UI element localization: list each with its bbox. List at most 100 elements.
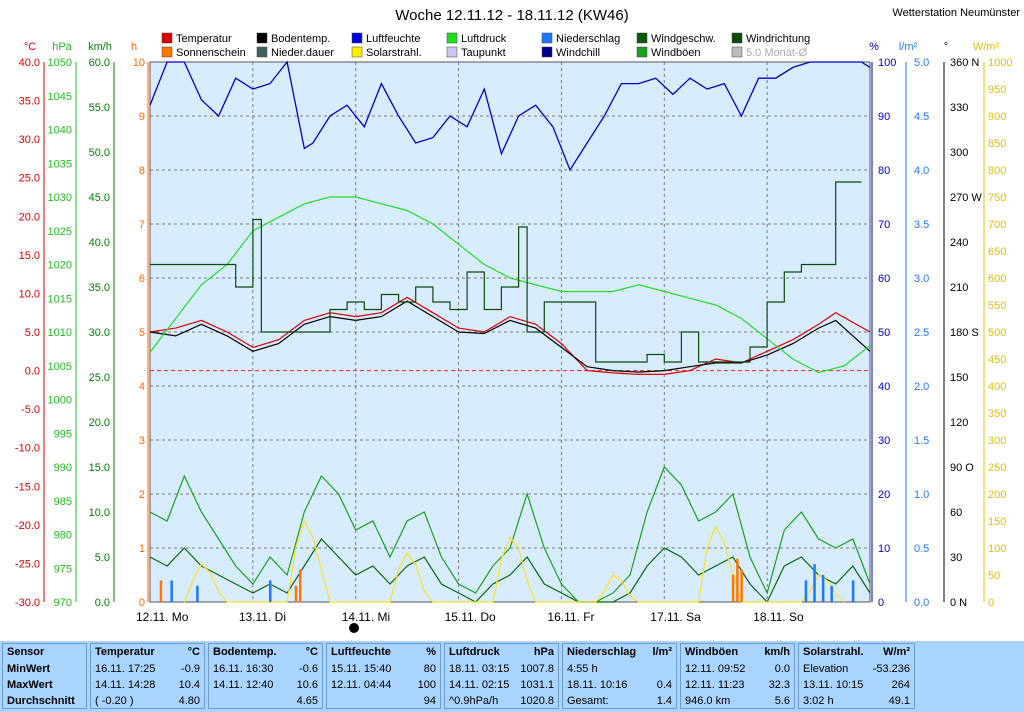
axis-tick-label: 240 — [950, 237, 968, 249]
stats-cell-label: 3:02 h — [803, 695, 834, 707]
axis-tick-label: 3.0 — [914, 273, 929, 285]
axis-tick-label: 1 — [139, 543, 145, 555]
legend-swatch — [541, 32, 553, 44]
axis-tick-label: 350 — [988, 408, 1006, 420]
stats-column-header: Solarstrahl. W/m² — [803, 646, 910, 661]
stats-row: 94 — [331, 693, 436, 709]
axis-tick-label: 8 — [139, 165, 145, 177]
axis-tick-label: 10.0 — [19, 288, 40, 300]
axis-tick-label: 20.0 — [89, 417, 110, 429]
axis-tick-label: 5.0 — [95, 552, 110, 564]
legend-label: Windgeschw. — [651, 33, 716, 45]
axis-tick-label: 210 — [950, 282, 968, 294]
stats-cell-value: 5.6 — [774, 695, 790, 707]
stats-cell-value: 4.65 — [296, 695, 318, 707]
legend-label: Temperatur — [176, 33, 232, 45]
y-axes: 40.035.030.025.020.015.010.05.00.0-5.0-1… — [15, 41, 1013, 609]
stats-row: 4.65 — [213, 693, 318, 709]
legend-label: Taupunkt — [461, 47, 506, 59]
axis-tick-label: 980 — [54, 530, 72, 542]
axis-unit-label: °C — [24, 41, 36, 53]
axis-tick-label: 0 — [139, 597, 145, 609]
axis-tick-label: 1.5 — [914, 435, 929, 447]
axis-tick-label: 990 — [54, 462, 72, 474]
axis-tick-label: 1020 — [48, 260, 72, 272]
legend-label: Windchill — [556, 47, 600, 59]
stats-header-unit: l/m² — [652, 646, 672, 658]
sonnenschein-bar — [740, 569, 743, 602]
sonnenschein-bar — [159, 580, 163, 602]
stats-cell-value: 1007.8 — [520, 663, 554, 675]
stats-cell-value: 100 — [417, 679, 436, 691]
stats-cell-label: ^0.9hPa/h — [449, 695, 499, 707]
stats-column: Temperatur °C 16.11. 17:25 -0.9 14.11. 14:28… — [90, 643, 205, 709]
axis-tick-label: 985 — [54, 496, 72, 508]
niederschlag-bar — [804, 580, 808, 602]
axis-tick-label: 0 — [878, 597, 884, 609]
axis-tick-label: 1030 — [48, 192, 72, 204]
stats-cell-value: 1020.8 — [520, 695, 554, 707]
axis-tick-label: 3 — [139, 435, 145, 447]
axis-tick-label: 30.0 — [19, 134, 40, 146]
axis-tick-label: 1000 — [48, 395, 72, 407]
stats-row: 13.11. 10:15 264 — [803, 677, 910, 693]
axis-tick-label: 1010 — [48, 327, 72, 339]
axis-tick-label: 150 — [988, 516, 1006, 528]
niederschlag-bar — [269, 580, 272, 602]
axis-tick-label: 200 — [988, 489, 1006, 501]
axis-tick-label: 40.0 — [19, 57, 40, 69]
axis-unit-label: km/h — [88, 41, 112, 53]
axis-tick-label: 25.0 — [19, 173, 40, 185]
axis-tick-label: 30 — [878, 435, 890, 447]
legend-swatch — [161, 46, 173, 58]
axis-unit-label: % — [869, 41, 879, 53]
stats-cell-label: MinWert — [7, 663, 51, 675]
stats-cell-label: Durchschnitt — [7, 695, 75, 707]
legend-label: Luftfeuchte — [366, 33, 420, 45]
stats-row: MinWert — [7, 661, 82, 677]
x-tick-label: 14.11. Mi — [342, 610, 390, 624]
stats-cell-value: 1031.1 — [520, 679, 554, 691]
legend-swatch — [636, 46, 648, 58]
legend-swatch — [541, 46, 553, 58]
stats-header-unit: °C — [305, 646, 318, 658]
axis-tick-label: 4 — [139, 381, 145, 393]
stats-cell-value: 49.1 — [888, 695, 910, 707]
sonnenschein-bar — [299, 569, 302, 602]
stats-row: 14.11. 12:40 10.6 — [213, 677, 318, 693]
stats-header-unit: hPa — [533, 646, 554, 658]
chart-title: Woche 12.11.12 - 18.11.12 (KW46) — [395, 7, 628, 24]
stats-cell-label: Gesamt: — [567, 695, 609, 707]
stats-row: ( -0.20 ) 4.80 — [95, 693, 200, 709]
niederschlag-bar — [830, 585, 833, 602]
axis-tick-label: 1045 — [48, 91, 72, 103]
axis-tick-label: 400 — [988, 381, 1006, 393]
stats-cell-value: 0.0 — [774, 663, 790, 675]
axis-tick-label: 70 — [878, 219, 890, 231]
legend-swatch — [351, 32, 363, 44]
legend-label: 5.0 Monat-Ø — [746, 47, 808, 59]
axis-tick-label: -10.0 — [15, 443, 40, 455]
stats-cell-label: 14.11. 14:28 — [95, 679, 156, 691]
stats-row: Elevation -53.236 — [803, 661, 910, 677]
stats-cell-label: 12.11. 04:44 — [331, 679, 392, 691]
legend-swatch — [731, 32, 743, 44]
stats-header-label: Niederschlag — [567, 646, 637, 658]
niederschlag-bar — [813, 564, 816, 602]
stats-cell-value: 10.4 — [178, 679, 200, 691]
axis-tick-label: 100 — [878, 57, 896, 69]
stats-header-unit: °C — [187, 646, 200, 658]
axis-tick-label: 50.0 — [89, 147, 110, 159]
stats-column-header: Luftdruck hPa — [449, 646, 554, 661]
axis-tick-label: 300 — [950, 147, 968, 159]
stats-cell-label: 14.11. 02:15 — [449, 679, 510, 691]
sonnenschein-bar — [736, 558, 739, 602]
stats-row: 18.11. 03:15 1007.8 — [449, 661, 554, 677]
stats-cell-label: 15.11. 15:40 — [331, 663, 392, 675]
stats-row: 14.11. 14:28 10.4 — [95, 677, 200, 693]
axis-tick-label: 5.0 — [914, 57, 929, 69]
axis-tick-label: 45.0 — [89, 192, 110, 204]
stats-column: Luftdruck hPa 18.11. 03:15 1007.8 14.11. 02:… — [444, 643, 559, 709]
axis-tick-label: 120 — [950, 417, 968, 429]
stats-cell-value: 0.4 — [656, 679, 672, 691]
